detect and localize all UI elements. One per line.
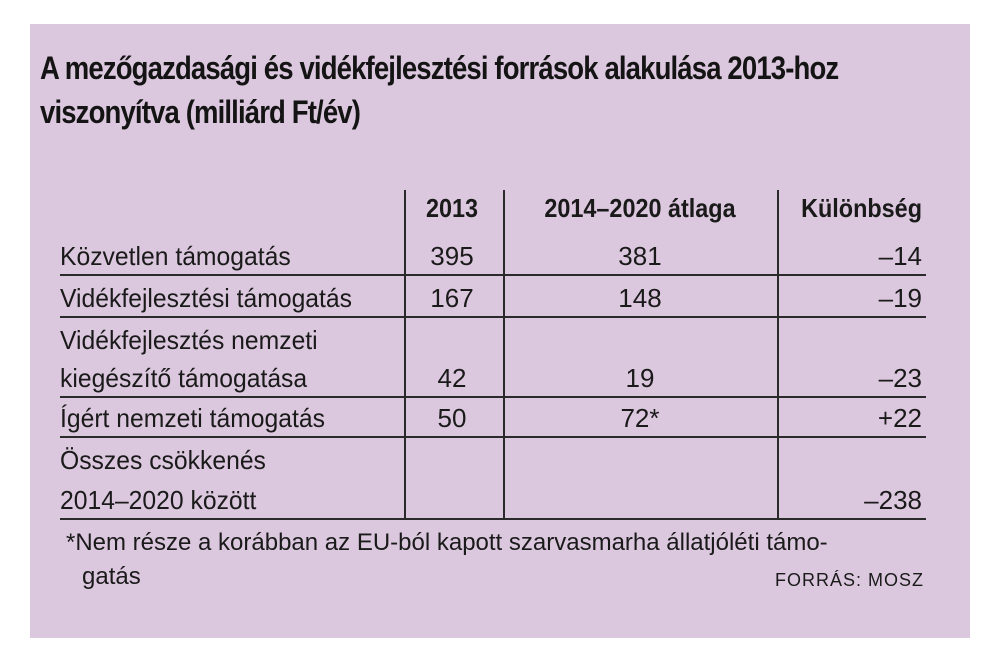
row-divider-3 [60, 396, 926, 398]
infobox-panel [30, 24, 970, 638]
row-4-difference: +22 [877, 403, 922, 433]
row-label-direct-support: Közvetlen támogatás [60, 241, 291, 271]
row-2-difference: –19 [878, 283, 922, 313]
column-divider-2 [503, 190, 505, 520]
row-label-rural-development: Vidékfejlesztési támogatás [60, 283, 352, 313]
title-line-1: A mezőgazdasági és vidékfejlesztési forr… [40, 50, 839, 86]
row-4-average: 72* [620, 403, 660, 433]
row-label-total-decrease-line-2: 2014–2020 között [60, 485, 257, 515]
row-1-difference: –14 [878, 241, 922, 271]
footnote-line-2: gatás [82, 563, 141, 590]
row-label-promised-support: Ígért nemzeti támogatás [60, 403, 325, 433]
header-average: 2014–2020 átlaga [544, 193, 736, 223]
column-divider-1 [404, 190, 406, 520]
footnote: *Nem része a korábban az EU-ból kapott s… [66, 526, 946, 594]
column-divider-3 [777, 190, 779, 520]
row-1-average: 381 [618, 241, 662, 271]
row-divider-2 [60, 316, 926, 318]
row-4-2013: 50 [437, 403, 467, 433]
row-label-total-decrease-line-1: Összes csökkenés [60, 445, 266, 475]
header-difference: Különbség [801, 193, 922, 223]
row-divider-1 [60, 274, 926, 276]
row-label-national-supplement-line-2: kiegészítő támogatása [60, 363, 308, 393]
source-credit: FORRÁS: MOSZ [774, 570, 924, 590]
row-1-2013: 395 [430, 241, 474, 271]
row-divider-5 [60, 518, 926, 520]
row-3-average: 19 [625, 363, 655, 393]
row-5-difference: –238 [864, 485, 922, 515]
title-line-2: viszonyítva (milliárd Ft/év) [40, 94, 361, 130]
table-title: A mezőgazdasági és vidékfejlesztési forr… [40, 46, 917, 134]
row-label-national-supplement-line-1: Vidékfejlesztés nemzeti [60, 325, 318, 355]
footnote-line-1: *Nem része a korábban az EU-ból kapott s… [66, 529, 828, 556]
row-2-average: 148 [618, 283, 662, 313]
row-3-difference: –23 [878, 363, 922, 393]
row-2-2013: 167 [430, 283, 474, 313]
row-divider-4 [60, 436, 926, 438]
row-3-2013: 42 [437, 363, 467, 393]
header-2013: 2013 [425, 193, 479, 223]
